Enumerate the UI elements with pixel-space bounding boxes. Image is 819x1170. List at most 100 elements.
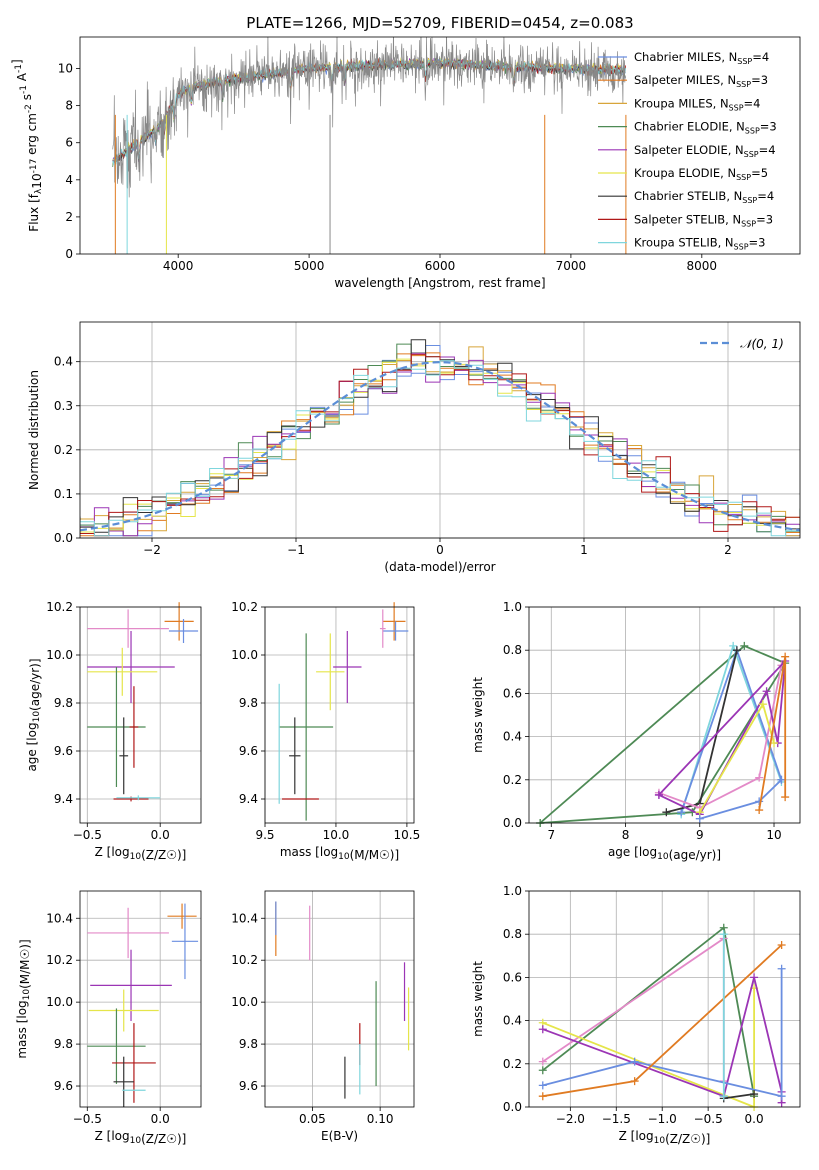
weight-marker (630, 1077, 639, 1086)
weight-series (758, 656, 787, 811)
weight-marker (755, 806, 764, 815)
weight-series (658, 665, 783, 809)
legend: Chabrier MILES, NSSP=4 Salpeter MILES, NS… (598, 50, 777, 252)
data-point (116, 795, 161, 801)
x-tick-label: 7000 (556, 259, 587, 273)
weight-marker (781, 652, 790, 661)
y-tick-label: 0.6 (503, 686, 522, 700)
y-tick-label: 10.2 (46, 600, 73, 614)
data-point (333, 631, 362, 703)
data-point (87, 609, 169, 648)
x-tick-label: 0.0 (745, 1112, 764, 1126)
chart-title: PLATE=1266, MJD=52709, FIBERID=0454, z=0… (246, 14, 633, 32)
y-tick-label: 10 (58, 62, 73, 76)
weight-marker (740, 641, 749, 650)
data-point (382, 621, 409, 641)
weight-marker (729, 641, 738, 650)
x-tick-label: 10 (766, 828, 781, 842)
legend-label: Salpeter ELODIE, NSSP=4 (634, 143, 776, 159)
y-axis-label: mass [log10(M/M☉)] (15, 939, 32, 1058)
legend-label: Chabrier ELODIE, NSSP=3 (634, 120, 777, 136)
age-vs-Z-panel: −0.5 0.0 9.4 9.6 9.8 10.0 10.2 Z [log10(Z/Z☉)] a… (25, 600, 202, 862)
weight-marker (695, 814, 704, 823)
x-tick-label: 7 (547, 828, 555, 842)
weight-marker (677, 808, 686, 817)
data-point (88, 989, 159, 1032)
y-tick-label: 0.2 (54, 443, 73, 457)
data-point (90, 949, 172, 1022)
x-tick-label: 10.0 (323, 828, 350, 842)
data-point (119, 717, 129, 795)
y-tick-label: 9.6 (54, 744, 73, 758)
y-tick-label: 9.6 (239, 1079, 258, 1093)
x-tick-label: 9 (696, 828, 704, 842)
y-tick-label: 10.2 (231, 953, 258, 967)
x-tick-label: 8 (622, 828, 630, 842)
x-tick-label: −1 (287, 543, 305, 557)
y-tick-label: 0 (65, 247, 73, 261)
weight-marker (762, 687, 771, 696)
weight-marker (538, 1057, 547, 1066)
x-tick-label: 0.05 (299, 1112, 326, 1126)
x-tick-label: 8000 (687, 259, 718, 273)
x-tick-label: 0.0 (151, 1112, 170, 1126)
y-tick-label: 0.1 (54, 487, 73, 501)
histogram-series (80, 360, 800, 537)
weight-marker (538, 1066, 547, 1075)
weight-marker (777, 964, 786, 973)
observed-spectrum (112, 37, 626, 198)
weight-marker (538, 1081, 547, 1090)
y-tick-label: 6 (65, 136, 73, 150)
weight-marker (750, 1090, 759, 1099)
data-point (129, 686, 139, 768)
x-tick-label: 0 (436, 543, 444, 557)
weight-marker (719, 1092, 728, 1101)
x-tick-label: 9.5 (255, 828, 274, 842)
y-tick-label: 9.4 (239, 792, 258, 806)
x-tick-label: 6000 (425, 259, 456, 273)
weight-marker (732, 646, 741, 655)
x-tick-label: 10.5 (394, 828, 421, 842)
x-tick-label: 0.10 (367, 1112, 394, 1126)
y-axis-label: mass weight (471, 677, 485, 753)
y-tick-label: 0.4 (503, 1014, 522, 1028)
y-tick-label: 9.8 (239, 1037, 258, 1051)
weight-marker (781, 793, 790, 802)
legend-label: Kroupa ELODIE, NSSP=5 (634, 166, 768, 182)
plot-frame (264, 606, 415, 824)
data-point (289, 717, 301, 795)
weight-marker (777, 1092, 786, 1101)
x-tick-label: 2 (724, 543, 732, 557)
y-tick-label: 9.8 (239, 696, 258, 710)
data-point (279, 633, 334, 821)
y-tick-label: 4 (65, 173, 73, 187)
data-point (87, 631, 175, 703)
y-tick-label: 8 (65, 99, 73, 113)
x-tick-label: −1.0 (648, 1112, 677, 1126)
weight-series (699, 779, 783, 820)
x-axis-label: mass [log10(M/M☉)] (280, 845, 399, 862)
y-tick-label: 9.8 (54, 696, 73, 710)
weight-marker (630, 1057, 639, 1066)
weight-marker (755, 773, 764, 782)
y-tick-label: 0.4 (54, 355, 73, 369)
data-point (382, 602, 406, 641)
model-spectrum (112, 57, 626, 165)
data-point (171, 903, 199, 980)
x-tick-label: −2.0 (556, 1112, 585, 1126)
x-tick-label: −0.5 (73, 1112, 102, 1126)
y-axis-label: mass weight (471, 961, 485, 1037)
weight-series (666, 649, 738, 814)
x-tick-label: −2 (143, 543, 161, 557)
x-axis-label: wavelength [Angstrom, rest frame] (334, 276, 545, 290)
y-tick-label: 0.4 (503, 730, 522, 744)
weight-series (542, 988, 755, 1109)
spectrum-panel: 4000 5000 6000 7000 8000 0 2 4 6 8 10 wavelength [A… (10, 14, 801, 290)
y-tick-label: 0.3 (54, 399, 73, 413)
y-tick-label: 0.2 (503, 773, 522, 787)
y-tick-label: 10.2 (231, 600, 258, 614)
y-tick-label: 0.8 (503, 643, 522, 657)
legend-label: Salpeter STELIB, NSSP=3 (634, 212, 773, 228)
weight-marker (758, 700, 767, 709)
y-axis-label: Normed distribution (27, 370, 41, 490)
